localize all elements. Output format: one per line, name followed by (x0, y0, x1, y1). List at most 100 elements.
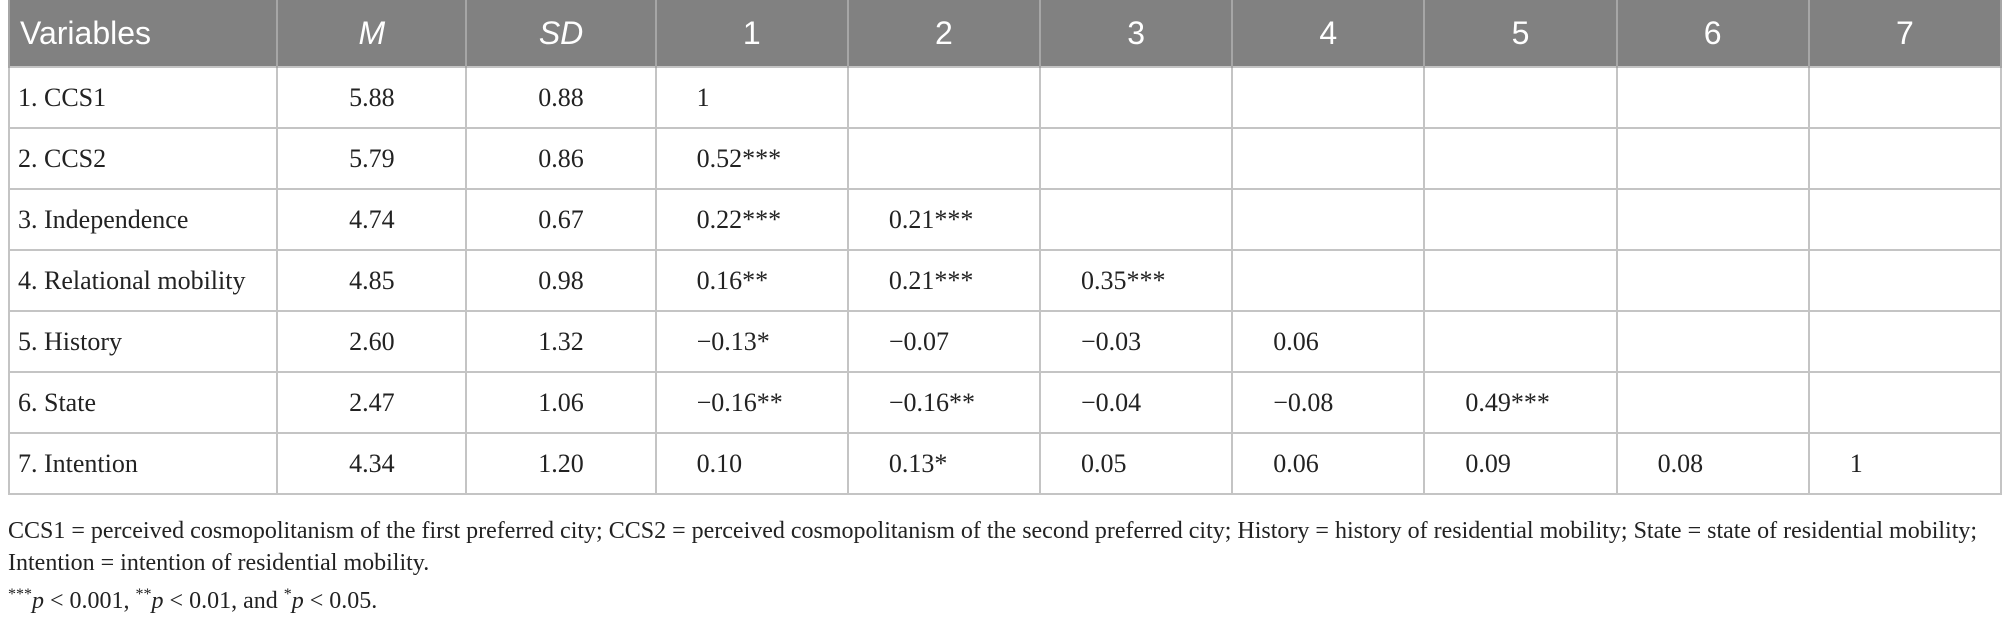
correlation-table-container: Variables M SD 1 2 3 4 5 6 7 1. CCS1 5.88 0.88 1 2. C… (7, 0, 2003, 495)
table-cell: 2.60 (276, 310, 468, 373)
table-cell (1423, 249, 1618, 312)
table-cell (1807, 188, 2003, 251)
column-header-variables: Variables (7, 0, 279, 67)
column-header-8: 6 (1615, 0, 1810, 67)
table-cell: 0.35*** (1039, 249, 1234, 312)
table-cell: 0.05 (1039, 432, 1234, 495)
table-row: 4. Relational mobility 4.85 0.98 0.16** 0.21… (7, 249, 2003, 312)
column-header-2: SD (465, 0, 657, 67)
table-cell: 0.06 (1231, 432, 1426, 495)
table-cell: 1 (1807, 432, 2003, 495)
table-cell: −0.04 (1039, 371, 1234, 434)
table-cell: 0.52*** (654, 127, 849, 190)
row-label-cell: 2. CCS2 (7, 127, 279, 190)
table-cell (1807, 310, 2003, 373)
table-cell: 0.98 (465, 249, 657, 312)
table-cell: −0.08 (1231, 371, 1426, 434)
table-cell: −0.13* (654, 310, 849, 373)
table-cell: 0.49*** (1423, 371, 1618, 434)
table-cell: 0.21*** (846, 188, 1042, 251)
table-cell (1615, 188, 1810, 251)
table-row: 3. Independence 4.74 0.67 0.22*** 0.21*** (7, 188, 2003, 251)
table-cell: 0.09 (1423, 432, 1618, 495)
row-label-cell: 7. Intention (7, 432, 279, 495)
table-cell: 0.88 (465, 66, 657, 129)
significance-threshold: < 0.001, (44, 588, 136, 614)
table-row: 6. State 2.47 1.06 −0.16** −0.16** −0.04 −0.08… (7, 371, 2003, 434)
table-cell (846, 66, 1042, 129)
table-cell (1807, 66, 2003, 129)
table-cell (1231, 249, 1426, 312)
table-cell (1423, 310, 1618, 373)
table-cell (1231, 127, 1426, 190)
column-header-7: 5 (1423, 0, 1618, 67)
table-cell: 0.86 (465, 127, 657, 190)
table-cell (1039, 66, 1234, 129)
table-cell (846, 127, 1042, 190)
table-cell (1231, 188, 1426, 251)
table-cell (1615, 249, 1810, 312)
table-cell: −0.07 (846, 310, 1042, 373)
p-symbol: p (151, 588, 164, 614)
table-cell (1231, 66, 1426, 129)
table-row: 1. CCS1 5.88 0.88 1 (7, 66, 2003, 129)
table-footnotes: CCS1 = perceived cosmopolitanism of the … (8, 515, 2002, 617)
table-cell (1039, 127, 1234, 190)
table-cell: 0.08 (1615, 432, 1810, 495)
table-cell (1423, 66, 1618, 129)
row-label-cell: 3. Independence (7, 188, 279, 251)
table-cell: 0.13* (846, 432, 1042, 495)
row-label-cell: 4. Relational mobility (7, 249, 279, 312)
table-cell: 4.74 (276, 188, 468, 251)
table-cell: 1 (654, 66, 849, 129)
row-label-cell: 6. State (7, 371, 279, 434)
table-cell: 0.06 (1231, 310, 1426, 373)
table-cell (1807, 371, 2003, 434)
table-header: Variables M SD 1 2 3 4 5 6 7 (7, 0, 2003, 67)
table-cell: 4.34 (276, 432, 468, 495)
table-cell: 0.21*** (846, 249, 1042, 312)
table-row: 7. Intention 4.34 1.20 0.10 0.13* 0.05 0.06 0.0… (7, 432, 2003, 495)
significance-stars: *** (8, 586, 32, 603)
table-cell (1423, 127, 1618, 190)
table-cell (1423, 188, 1618, 251)
footnote-definitions: CCS1 = perceived cosmopolitanism of the … (8, 518, 1978, 576)
table-cell: 5.88 (276, 66, 468, 129)
table-cell: −0.16** (846, 371, 1042, 434)
table-cell: 5.79 (276, 127, 468, 190)
significance-threshold: < 0.01, and (163, 588, 284, 614)
table-cell (1039, 188, 1234, 251)
header-row: Variables M SD 1 2 3 4 5 6 7 (7, 0, 2003, 67)
table-row: 2. CCS2 5.79 0.86 0.52*** (7, 127, 2003, 190)
table-cell (1807, 249, 2003, 312)
table-cell: 2.47 (276, 371, 468, 434)
table-cell (1807, 127, 2003, 190)
column-header-3: 1 (654, 0, 849, 67)
table-cell: 0.67 (465, 188, 657, 251)
correlation-table: Variables M SD 1 2 3 4 5 6 7 1. CCS1 5.88 0.88 1 2. C… (7, 0, 2003, 495)
table-cell (1615, 127, 1810, 190)
significance-stars: * (283, 586, 292, 603)
row-label-cell: 5. History (7, 310, 279, 373)
column-header-4: 2 (846, 0, 1042, 67)
table-cell: 0.10 (654, 432, 849, 495)
table-cell: 1.32 (465, 310, 657, 373)
table-cell: −0.16** (654, 371, 849, 434)
table-body: 1. CCS1 5.88 0.88 1 2. CCS2 5.79 0.86 0.52*** 3.… (7, 66, 2003, 495)
table-cell (1615, 66, 1810, 129)
significance-stars: ** (135, 586, 152, 603)
column-header-6: 4 (1231, 0, 1426, 67)
table-cell: −0.03 (1039, 310, 1234, 373)
table-cell: 0.22*** (654, 188, 849, 251)
p-symbol: p (32, 588, 44, 614)
table-cell: 0.16** (654, 249, 849, 312)
p-symbol: p (291, 588, 304, 614)
footnote-significance: ***p < 0.001, **p < 0.01, and *p < 0.05. (8, 579, 2002, 617)
table-cell: 1.20 (465, 432, 657, 495)
column-header-9: 7 (1807, 0, 2003, 67)
column-header-5: 3 (1039, 0, 1234, 67)
column-header-1: M (276, 0, 468, 67)
table-cell: 4.85 (276, 249, 468, 312)
table-cell (1615, 371, 1810, 434)
table-cell (1615, 310, 1810, 373)
